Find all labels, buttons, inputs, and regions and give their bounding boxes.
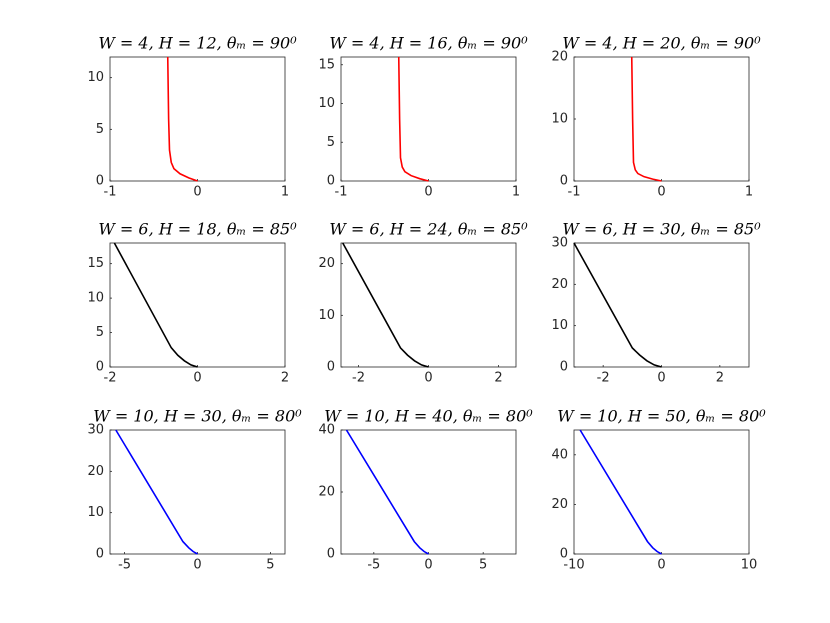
y-tick-label: 10 [87,505,104,520]
chart-title: W = 10, H = 50, θₘ = 80⁰ [557,407,766,426]
x-tick-label: 1 [512,185,520,200]
y-tick-label: 5 [96,325,104,340]
y-tick-label: 30 [551,236,568,251]
y-tick-label: 10 [87,70,104,85]
x-tick-label: -5 [118,558,131,573]
x-tick-label: 10 [741,558,758,573]
y-tick-label: 5 [96,122,104,137]
data-line [573,242,662,368]
x-tick-label: 2 [281,371,289,386]
y-tick-label: 15 [87,256,104,271]
x-tick-label: 0 [424,371,432,386]
x-tick-label: 1 [281,185,289,200]
y-tick-label: 20 [551,497,568,512]
y-tick-label: 0 [560,547,568,562]
y-tick-label: 5 [327,135,335,150]
chart-title: W = 6, H = 24, θₘ = 85⁰ [329,220,528,239]
axes-box [340,56,517,182]
y-tick-label: 10 [318,96,335,111]
y-tick-label: 20 [87,464,104,479]
x-tick-label: -2 [352,371,365,386]
y-tick-label: 0 [327,174,335,189]
y-tick-label: 40 [318,423,335,438]
x-tick-label: 2 [716,371,724,386]
data-line [342,242,429,368]
axes-box [109,56,286,182]
y-tick-label: 10 [551,112,568,127]
chart-title: W = 10, H = 30, θₘ = 80⁰ [93,407,302,426]
axes-box [573,56,750,182]
y-tick-label: 10 [87,291,104,306]
axes-box [573,242,750,368]
x-tick-label: 2 [494,371,502,386]
axes-box [340,242,517,368]
y-tick-label: 10 [551,318,568,333]
y-tick-label: 20 [318,256,335,271]
x-tick-label: -5 [367,558,380,573]
data-line [579,429,662,555]
data-line [115,429,198,555]
data-line [397,56,429,182]
x-tick-label: -2 [597,371,610,386]
axes-box [573,429,750,555]
y-tick-label: 0 [560,360,568,375]
axes-box [109,429,286,555]
chart-title: W = 4, H = 12, θₘ = 90⁰ [98,34,297,53]
x-tick-label: -10 [563,558,584,573]
x-tick-label: 0 [657,371,665,386]
y-tick-label: 0 [96,360,104,375]
y-tick-label: 20 [551,50,568,65]
data-line [166,56,198,182]
y-tick-label: 15 [318,57,335,72]
y-tick-label: 10 [318,308,335,323]
x-tick-label: 0 [424,558,432,573]
y-tick-label: 0 [96,547,104,562]
y-tick-label: 20 [551,277,568,292]
data-line [630,56,662,182]
chart-title: W = 6, H = 18, θₘ = 85⁰ [98,220,297,239]
x-tick-label: -2 [104,371,117,386]
chart-title: W = 6, H = 30, θₘ = 85⁰ [562,220,761,239]
x-tick-label: 0 [657,558,665,573]
y-tick-label: 40 [551,447,568,462]
x-tick-label: -1 [568,185,581,200]
axes-box [109,242,286,368]
x-tick-label: 0 [424,185,432,200]
x-tick-label: 5 [266,558,274,573]
y-tick-label: 0 [560,174,568,189]
axes-box [340,429,517,555]
y-tick-label: 0 [96,174,104,189]
x-tick-label: 1 [745,185,753,200]
x-tick-label: 0 [193,185,201,200]
x-tick-label: 0 [657,185,665,200]
x-tick-label: 0 [193,371,201,386]
x-tick-label: -1 [335,185,348,200]
data-line [345,429,429,555]
y-tick-label: 20 [318,485,335,500]
chart-title: W = 4, H = 20, θₘ = 90⁰ [562,34,761,53]
chart-title: W = 4, H = 16, θₘ = 90⁰ [329,34,528,53]
data-line [113,242,198,368]
y-tick-label: 0 [327,547,335,562]
x-tick-label: 5 [479,558,487,573]
chart-title: W = 10, H = 40, θₘ = 80⁰ [324,407,533,426]
x-tick-label: 0 [193,558,201,573]
x-tick-label: -1 [104,185,117,200]
y-tick-label: 0 [327,360,335,375]
y-tick-label: 30 [87,423,104,438]
